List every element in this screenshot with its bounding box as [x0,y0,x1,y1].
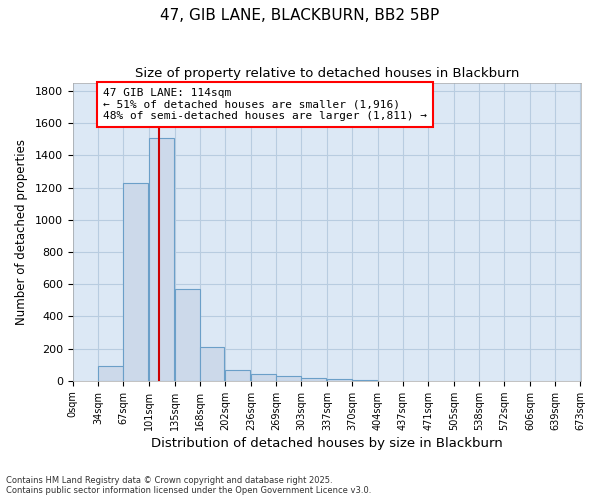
Text: 47 GIB LANE: 114sqm
← 51% of detached houses are smaller (1,916)
48% of semi-det: 47 GIB LANE: 114sqm ← 51% of detached ho… [103,88,427,121]
Bar [352,380,377,381]
Bar [276,376,301,381]
Bar [98,366,124,381]
Bar [327,379,352,381]
Bar [301,378,326,381]
Y-axis label: Number of detached properties: Number of detached properties [15,139,28,325]
X-axis label: Distribution of detached houses by size in Blackburn: Distribution of detached houses by size … [151,437,503,450]
Bar [175,289,200,381]
Bar [149,138,174,381]
Text: Contains HM Land Registry data © Crown copyright and database right 2025.
Contai: Contains HM Land Registry data © Crown c… [6,476,371,495]
Bar [251,374,276,381]
Bar [124,183,148,381]
Bar [200,347,224,381]
Bar [225,370,250,381]
Title: Size of property relative to detached houses in Blackburn: Size of property relative to detached ho… [134,68,519,80]
Text: 47, GIB LANE, BLACKBURN, BB2 5BP: 47, GIB LANE, BLACKBURN, BB2 5BP [160,8,440,22]
